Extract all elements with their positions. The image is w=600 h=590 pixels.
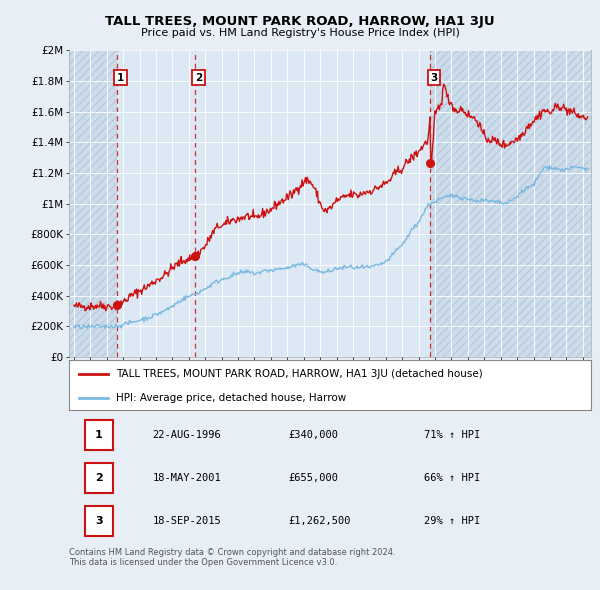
Text: 18-MAY-2001: 18-MAY-2001 xyxy=(152,473,221,483)
Text: TALL TREES, MOUNT PARK ROAD, HARROW, HA1 3JU (detached house): TALL TREES, MOUNT PARK ROAD, HARROW, HA1… xyxy=(116,369,483,379)
Text: TALL TREES, MOUNT PARK ROAD, HARROW, HA1 3JU: TALL TREES, MOUNT PARK ROAD, HARROW, HA1… xyxy=(105,15,495,28)
Text: 71% ↑ HPI: 71% ↑ HPI xyxy=(424,430,480,440)
Text: 66% ↑ HPI: 66% ↑ HPI xyxy=(424,473,480,483)
Text: 29% ↑ HPI: 29% ↑ HPI xyxy=(424,516,480,526)
Text: £655,000: £655,000 xyxy=(288,473,338,483)
Text: 2: 2 xyxy=(95,473,103,483)
FancyBboxPatch shape xyxy=(85,420,113,450)
Text: 3: 3 xyxy=(95,516,103,526)
Text: Price paid vs. HM Land Registry's House Price Index (HPI): Price paid vs. HM Land Registry's House … xyxy=(140,28,460,38)
Text: £1,262,500: £1,262,500 xyxy=(288,516,351,526)
Text: £340,000: £340,000 xyxy=(288,430,338,440)
Bar xyxy=(430,50,591,357)
Bar xyxy=(69,50,117,357)
FancyBboxPatch shape xyxy=(85,506,113,536)
Text: 2: 2 xyxy=(195,73,202,83)
Text: 1: 1 xyxy=(117,73,124,83)
Text: 3: 3 xyxy=(430,73,437,83)
Text: 22-AUG-1996: 22-AUG-1996 xyxy=(152,430,221,440)
Text: 1: 1 xyxy=(95,430,103,440)
Text: Contains HM Land Registry data © Crown copyright and database right 2024.
This d: Contains HM Land Registry data © Crown c… xyxy=(69,548,395,567)
Text: HPI: Average price, detached house, Harrow: HPI: Average price, detached house, Harr… xyxy=(116,392,346,402)
FancyBboxPatch shape xyxy=(85,463,113,493)
Text: 18-SEP-2015: 18-SEP-2015 xyxy=(152,516,221,526)
